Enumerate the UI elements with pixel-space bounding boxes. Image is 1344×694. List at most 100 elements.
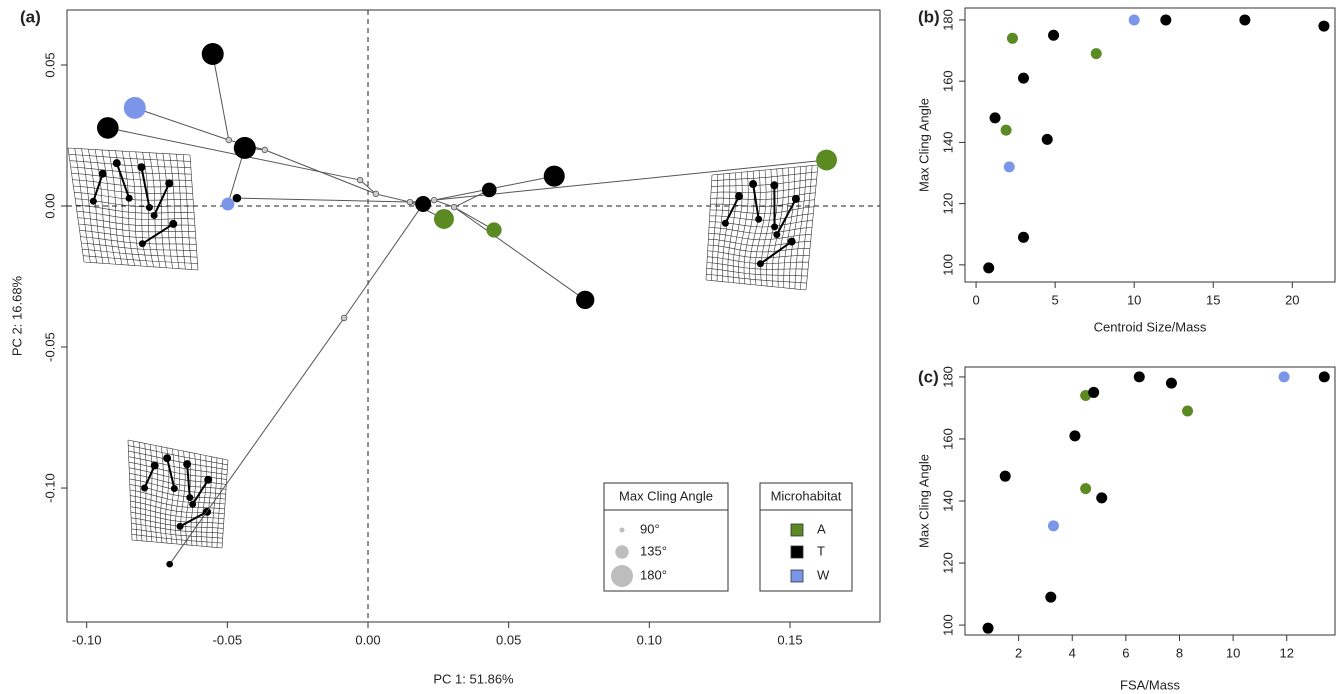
- point: [1278, 371, 1290, 383]
- landmark-link: [186, 464, 191, 498]
- landmark: [186, 494, 194, 502]
- grid-warp-line: [69, 160, 191, 169]
- grid-warp-line: [83, 255, 198, 264]
- landmark: [735, 192, 744, 201]
- point: [123, 96, 146, 119]
- landmark-link: [191, 479, 210, 505]
- landmark: [749, 180, 758, 189]
- grid-warp-line: [162, 153, 173, 269]
- panel-label: (a): [20, 7, 41, 26]
- point: [1160, 14, 1172, 26]
- point: [983, 262, 995, 274]
- legend-label: 90°: [640, 521, 660, 536]
- grid-warp-line: [175, 449, 181, 545]
- point: [233, 136, 256, 159]
- x-tick-label: 15: [1206, 292, 1220, 307]
- point: [1090, 48, 1102, 60]
- landmark: [770, 181, 779, 190]
- grid-warp-line: [706, 262, 809, 270]
- landmark: [150, 211, 158, 219]
- legend-swatch: [790, 569, 804, 583]
- panel-label: (c): [918, 367, 939, 386]
- tree-node: [261, 146, 268, 154]
- point: [1018, 231, 1030, 243]
- plot-frame: [964, 7, 1336, 283]
- x-tick-label: 2: [1015, 645, 1022, 660]
- point: [96, 117, 119, 139]
- landmark: [141, 484, 149, 492]
- x-tick-label: 0.00: [355, 632, 380, 647]
- landmark: [145, 203, 153, 211]
- landmark-link: [140, 167, 151, 208]
- y-tick-label: 0.05: [42, 52, 57, 77]
- x-tick-label: 0: [972, 292, 979, 307]
- y-axis-label: PC 2: 16.68%: [9, 275, 24, 356]
- tree-edge: [169, 317, 345, 565]
- x-tick-label: 0.05: [496, 632, 521, 647]
- landmark: [791, 194, 800, 203]
- point: [166, 560, 174, 568]
- landmark: [755, 215, 763, 223]
- tree-node: [356, 176, 364, 184]
- landmark: [150, 461, 159, 470]
- landmark: [189, 500, 197, 508]
- grid-warp-line: [794, 166, 807, 289]
- tree-edge: [236, 197, 410, 203]
- x-tick-label: 0.10: [637, 632, 662, 647]
- grid-warp-line: [705, 279, 807, 291]
- y-tick-label: 140: [940, 490, 955, 512]
- tree-node: [430, 196, 438, 204]
- landmark: [170, 485, 178, 493]
- point: [1047, 520, 1059, 532]
- landmark: [771, 223, 779, 231]
- point: [1006, 32, 1018, 44]
- point: [1048, 29, 1060, 41]
- x-axis-label: Centroid Size/Mass: [1094, 319, 1207, 334]
- point: [415, 196, 432, 213]
- landmark-link: [143, 465, 156, 489]
- panel-label: (b): [918, 7, 940, 26]
- legend-box: [759, 482, 853, 592]
- y-tick-label: 120: [940, 193, 955, 215]
- y-tick-label: 100: [940, 614, 955, 636]
- point: [575, 290, 595, 310]
- y-tick-label: 120: [940, 552, 955, 574]
- deformation-grids: [67, 147, 819, 549]
- landmark-link: [179, 510, 208, 528]
- point: [221, 197, 235, 211]
- point: [999, 470, 1011, 482]
- y-axis-label: Max Cling Angle: [916, 454, 931, 548]
- landmark-link: [115, 162, 131, 199]
- landmark: [787, 237, 796, 246]
- grid-warp-line: [189, 154, 199, 271]
- y-tick-label: 180: [940, 366, 955, 388]
- y-tick-label: 180: [940, 9, 955, 31]
- tree-edge: [343, 203, 424, 319]
- grid-warp-line: [155, 153, 167, 268]
- legend-title: Max Cling Angle: [619, 488, 713, 503]
- grid-warp-line: [176, 154, 186, 270]
- x-tick-label: 12: [1280, 645, 1294, 660]
- x-tick-label: 4: [1069, 645, 1076, 660]
- landmark: [721, 219, 729, 227]
- grid-warp-line: [201, 455, 207, 547]
- grid-warp-line: [131, 539, 223, 549]
- grid-warp-line: [101, 149, 116, 265]
- landmark: [204, 475, 213, 484]
- grid-warp-line: [70, 166, 192, 175]
- tree-node: [450, 203, 458, 211]
- landmark: [125, 194, 133, 202]
- tree-edge: [375, 193, 411, 203]
- grid-warp-line: [738, 171, 749, 284]
- y-axis-label: Max Cling Angle: [916, 98, 931, 192]
- point: [1318, 371, 1330, 383]
- landmark: [89, 197, 97, 205]
- landmark: [176, 522, 184, 530]
- x-axis-label: PC 1: 51.86%: [433, 671, 514, 686]
- landmark: [112, 159, 121, 168]
- grid-warp-line: [131, 534, 223, 544]
- grid-warp-line: [706, 268, 808, 277]
- grid-warp-line: [71, 173, 192, 181]
- tree-edge: [359, 179, 377, 195]
- point: [1096, 492, 1108, 504]
